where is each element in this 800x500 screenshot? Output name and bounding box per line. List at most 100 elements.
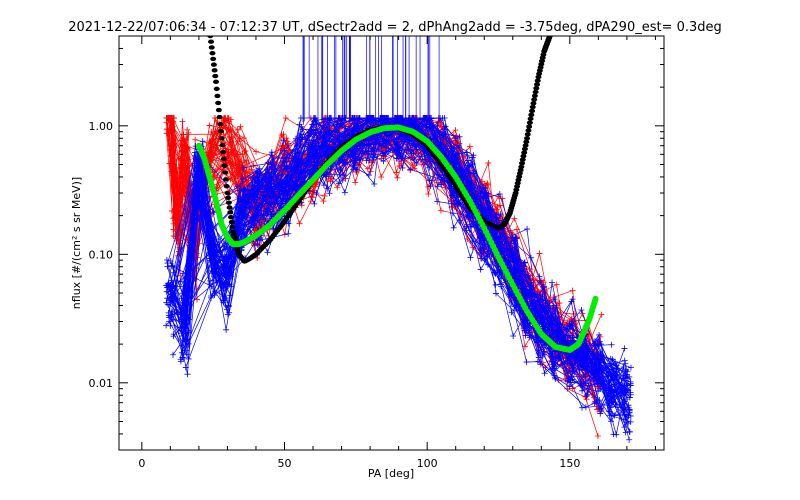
black-fit-point	[208, 39, 215, 44]
blue-marker	[434, 122, 441, 129]
blue-marker	[292, 135, 299, 142]
blue-marker	[566, 332, 573, 339]
red-marker	[394, 174, 401, 181]
red-marker	[484, 180, 491, 187]
blue-marker	[380, 158, 387, 165]
red-marker	[594, 432, 601, 439]
blue-marker	[340, 172, 347, 179]
red-marker	[378, 173, 385, 180]
blue-marker	[510, 332, 517, 339]
blue-marker	[411, 157, 418, 164]
black-fit-point	[527, 116, 534, 121]
blue-marker	[427, 154, 434, 161]
black-fit-point	[534, 78, 541, 83]
blue-marker	[255, 206, 262, 213]
blue-marker	[467, 254, 474, 261]
black-fit-point	[522, 143, 529, 148]
blue-marker	[540, 351, 547, 358]
black-fit-point	[524, 132, 531, 137]
blue-marker	[566, 383, 573, 390]
blue-marker	[342, 159, 349, 166]
red-marker	[581, 372, 588, 379]
x-tick-label: 150	[559, 457, 580, 470]
red-marker	[499, 195, 506, 202]
blue-marker	[551, 372, 558, 379]
blue-marker	[220, 256, 227, 263]
blue-marker	[208, 270, 215, 277]
red-marker	[211, 169, 218, 176]
blue-marker	[237, 207, 244, 214]
red-marker	[226, 151, 233, 158]
black-fit-point	[534, 82, 541, 87]
blue-marker	[536, 273, 543, 280]
blue-marker	[280, 137, 287, 144]
blue-marker	[549, 279, 556, 286]
black-fit-point	[512, 190, 519, 196]
red-marker	[553, 281, 560, 288]
blue-marker	[313, 190, 320, 197]
blue-marker	[367, 136, 374, 143]
black-fit-point	[221, 163, 228, 168]
red-marker	[484, 181, 491, 188]
blue-marker	[213, 257, 220, 264]
blue-marker	[399, 164, 406, 171]
blue-marker	[268, 152, 275, 159]
blue-marker	[608, 341, 615, 348]
blue-marker	[454, 201, 461, 208]
blue-marker	[578, 307, 585, 314]
blue-marker	[612, 358, 619, 365]
blue-marker	[466, 214, 473, 221]
blue-marker	[541, 370, 548, 377]
blue-marker	[363, 157, 370, 164]
blue-marker	[423, 115, 430, 122]
blue-marker	[623, 366, 630, 373]
blue-marker	[206, 255, 213, 262]
blue-marker	[623, 374, 629, 381]
red-marker	[320, 198, 327, 205]
blue-marker	[265, 192, 272, 199]
blue-marker	[521, 327, 528, 334]
blue-marker	[582, 380, 589, 387]
blue-marker	[626, 428, 633, 435]
blue-marker	[452, 135, 459, 142]
black-fit-point	[215, 100, 222, 106]
blue-marker	[170, 331, 177, 338]
blue-marker	[224, 281, 231, 288]
red-marker	[334, 184, 341, 191]
black-fit-point	[533, 86, 540, 91]
red-marker	[176, 190, 183, 197]
blue-marker	[299, 134, 306, 141]
blue-trace	[180, 117, 631, 433]
blue-marker	[527, 254, 534, 261]
blue-marker	[613, 371, 620, 378]
black-fit-point	[220, 156, 227, 161]
blue-marker	[378, 143, 385, 150]
blue-marker	[610, 431, 617, 438]
blue-marker	[607, 404, 614, 411]
blue-marker	[582, 367, 589, 374]
blue-marker	[551, 363, 558, 370]
blue-marker	[381, 152, 388, 159]
blue-marker	[626, 394, 633, 401]
blue-marker	[310, 131, 317, 138]
blue-marker	[225, 302, 232, 309]
black-fit-point	[529, 104, 536, 110]
black-fit-point	[521, 150, 528, 155]
blue-marker	[539, 296, 546, 303]
blue-marker	[520, 268, 527, 275]
blue-marker	[223, 326, 230, 333]
blue-marker	[192, 155, 199, 162]
blue-marker	[580, 372, 587, 379]
red-marker	[437, 207, 444, 214]
black-fit-point	[209, 50, 216, 56]
red-marker	[206, 122, 213, 129]
black-fit-point	[224, 190, 231, 196]
blue-marker	[464, 152, 471, 159]
red-marker	[511, 215, 518, 222]
blue-marker	[163, 282, 170, 289]
blue-marker	[167, 322, 174, 329]
blue-marker	[481, 241, 488, 248]
green-fit-point	[592, 295, 599, 302]
blue-marker	[450, 224, 457, 231]
